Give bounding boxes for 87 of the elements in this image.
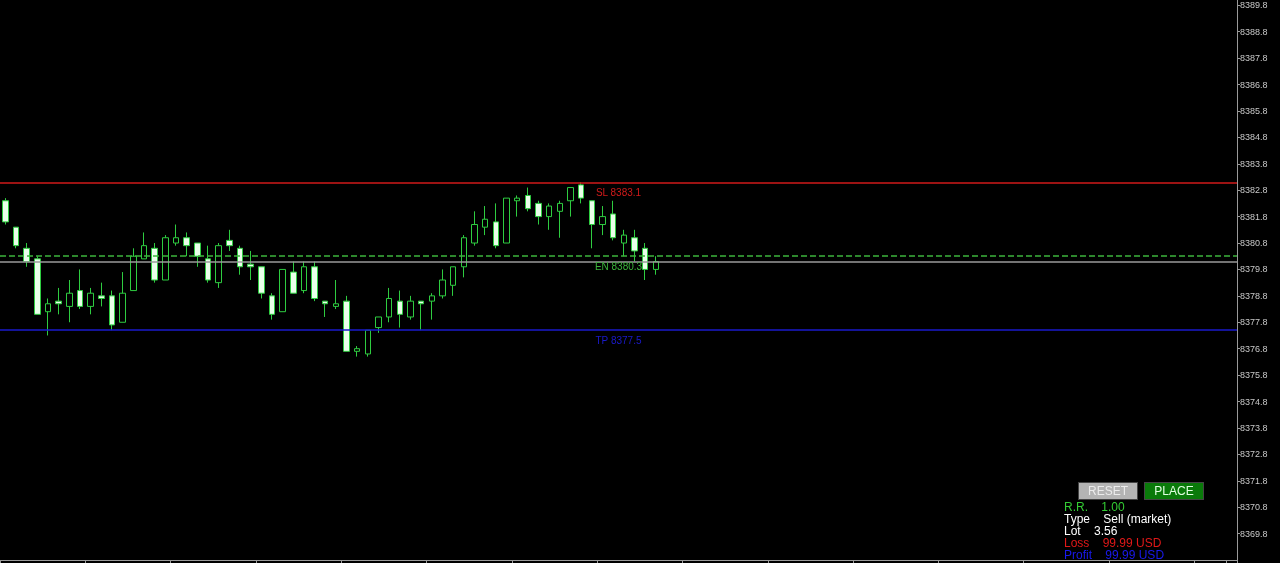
button: RESET — [1078, 482, 1138, 500]
candlestick — [397, 290, 403, 329]
candlestick — [589, 200, 595, 249]
candlestick — [578, 181, 584, 204]
candlestick — [407, 295, 414, 321]
candlestick — [13, 226, 19, 249]
button: PLACE — [1144, 482, 1204, 500]
candlestick — [418, 300, 424, 331]
candlestick — [258, 266, 265, 299]
candlestick — [503, 197, 510, 244]
candlestick — [269, 292, 275, 321]
y-tick-label: 8372.8 — [1240, 449, 1268, 460]
y-tick-label: 8382.8 — [1240, 185, 1268, 196]
candlestick — [119, 271, 126, 323]
y-tick-label: 8387.8 — [1240, 53, 1268, 64]
candlestick — [599, 205, 606, 236]
candlestick — [2, 197, 9, 226]
y-tick-label: 8386.8 — [1240, 79, 1268, 90]
candlestick — [130, 247, 137, 292]
candlestick — [183, 231, 190, 257]
candlestick — [493, 202, 499, 249]
candlestick — [247, 250, 254, 281]
y-tick-label: 8376.8 — [1240, 343, 1268, 354]
ref-line-label: SL 8383.1 — [595, 186, 642, 198]
y-tick-label: 8389.8 — [1240, 0, 1268, 11]
candlestick — [77, 268, 83, 310]
candlestick — [194, 242, 201, 268]
candlestick — [34, 255, 41, 315]
candlestick — [514, 194, 520, 218]
candlestick — [621, 229, 627, 257]
annotation: Lot 3.56 — [1064, 524, 1118, 538]
candlestick — [482, 205, 488, 236]
candlestick — [226, 229, 233, 252]
candlestick — [386, 287, 392, 323]
y-tick-label: 8380.8 — [1240, 238, 1268, 249]
candlestick — [87, 287, 94, 315]
y-tick-label: 8388.8 — [1240, 26, 1268, 37]
y-tick-label: 8375.8 — [1240, 370, 1268, 381]
candlestick — [365, 329, 371, 358]
candlestick — [354, 345, 360, 358]
y-tick-label: 8370.8 — [1240, 502, 1268, 513]
y-tick-label: 8369.8 — [1240, 528, 1268, 539]
candlestick — [631, 229, 638, 263]
candlestick — [610, 200, 616, 241]
candlestick — [173, 224, 179, 247]
candlestick — [290, 261, 297, 294]
y-tick-label: 8377.8 — [1240, 317, 1268, 328]
y-tick-label: 8379.8 — [1240, 264, 1268, 275]
annotation: Loss 99.99 USD — [1064, 536, 1162, 550]
candlestick — [567, 187, 574, 218]
candlestick — [109, 290, 115, 331]
candlestick — [45, 297, 51, 336]
annotation: R.R. 1.00 — [1064, 500, 1125, 514]
candlestick — [333, 279, 339, 310]
candlestick — [461, 234, 467, 278]
candlestick — [279, 268, 286, 313]
candlestick — [162, 234, 169, 281]
y-tick-label: 8385.8 — [1240, 105, 1268, 116]
candlestick — [471, 210, 478, 247]
candlestick — [375, 316, 382, 334]
candlestick — [525, 187, 531, 212]
candlestick — [343, 295, 350, 352]
ref-line-label: EN 8380.3 — [594, 260, 643, 272]
candlestick — [450, 266, 456, 297]
candlestick — [546, 202, 552, 231]
annotation: Profit 99.99 USD — [1064, 548, 1165, 562]
y-tick-label: 8378.8 — [1240, 290, 1268, 301]
annotation: Type Sell (market) — [1064, 512, 1172, 526]
candlestick — [98, 282, 105, 307]
candlestick — [141, 231, 147, 260]
candlestick — [429, 292, 435, 321]
candlestick — [301, 261, 307, 294]
y-tick-label: 8373.8 — [1240, 422, 1268, 433]
ref-line-label: TP 8377.5 — [595, 334, 642, 346]
y-tick-label: 8384.8 — [1240, 132, 1268, 143]
y-tick-label: 8383.8 — [1240, 158, 1268, 169]
y-tick-label: 8381.8 — [1240, 211, 1268, 222]
candlestick — [66, 279, 73, 323]
candlestick — [557, 200, 563, 239]
candlestick — [322, 300, 328, 318]
y-tick-label: 8371.8 — [1240, 475, 1268, 486]
candlestick — [439, 268, 446, 299]
candlestick — [55, 287, 62, 315]
y-tick-label: 8374.8 — [1240, 396, 1268, 407]
candlestick — [205, 245, 211, 284]
candlestick — [311, 261, 318, 302]
candlestick — [535, 200, 542, 226]
